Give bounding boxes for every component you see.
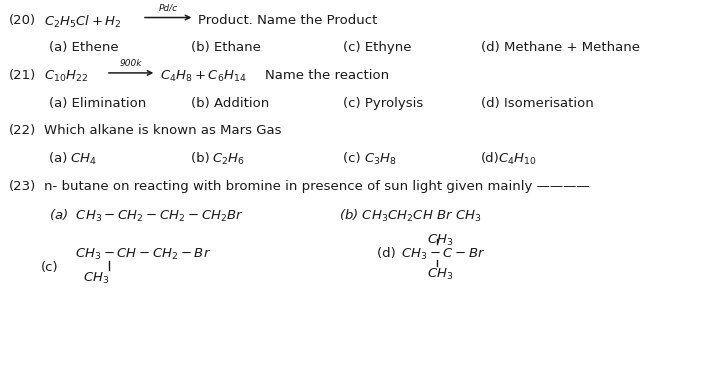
Text: (c): (c) <box>41 261 59 274</box>
Text: Which alkane is known as Mars Gas: Which alkane is known as Mars Gas <box>44 124 281 137</box>
Text: $C_4H_{10}$: $C_4H_{10}$ <box>498 152 537 167</box>
Text: Product. Name the Product: Product. Name the Product <box>198 14 378 27</box>
Text: (a) Elimination: (a) Elimination <box>49 97 146 110</box>
Text: Name the reaction: Name the reaction <box>266 69 390 82</box>
Text: $C_4H_8 + C_6H_{14}$: $C_4H_8 + C_6H_{14}$ <box>160 69 247 84</box>
Text: (d): (d) <box>377 247 399 260</box>
Text: (d) Isomerisation: (d) Isomerisation <box>481 97 594 110</box>
Text: (b) Addition: (b) Addition <box>192 97 269 110</box>
Text: $CH_3$: $CH_3$ <box>427 267 453 282</box>
Text: $CH_3-C-Br$: $CH_3-C-Br$ <box>402 247 486 262</box>
Text: (a) Ethene: (a) Ethene <box>49 41 119 54</box>
Text: (23): (23) <box>9 180 36 193</box>
Text: (d) Methane + Methane: (d) Methane + Methane <box>481 41 640 54</box>
Text: (21): (21) <box>9 69 36 82</box>
Text: 900k: 900k <box>119 59 142 68</box>
Text: (a)  $CH_3-CH_2-CH_2-CH_2Br$: (a) $CH_3-CH_2-CH_2-CH_2Br$ <box>49 207 244 224</box>
Text: Pd/c: Pd/c <box>158 3 177 13</box>
Text: (c) Ethyne: (c) Ethyne <box>344 41 412 54</box>
Text: $C_{10}H_{22}$: $C_{10}H_{22}$ <box>44 69 88 84</box>
Text: (d): (d) <box>481 152 500 165</box>
Text: $C_2H_6$: $C_2H_6$ <box>212 152 245 167</box>
Text: (b) Ethane: (b) Ethane <box>192 41 262 54</box>
Text: $C_3H_8$: $C_3H_8$ <box>364 152 397 167</box>
Text: (22): (22) <box>9 124 36 137</box>
Text: $CH_4$: $CH_4$ <box>70 152 96 167</box>
Text: $CH_3-CH-CH_2-Br$: $CH_3-CH-CH_2-Br$ <box>76 247 211 262</box>
Text: (b): (b) <box>192 152 214 165</box>
Text: n- butane on reacting with bromine in presence of sun light given mainly ————: n- butane on reacting with bromine in pr… <box>44 180 590 193</box>
Text: $CH_3$: $CH_3$ <box>427 233 453 248</box>
Text: (a): (a) <box>49 152 71 165</box>
Text: $C_2H_5Cl + H_2$: $C_2H_5Cl + H_2$ <box>44 14 122 30</box>
Text: (c) Pyrolysis: (c) Pyrolysis <box>344 97 423 110</box>
Text: (20): (20) <box>9 14 36 27</box>
Text: (b) $CH_3CH_2CH\ Br\ CH_3$: (b) $CH_3CH_2CH\ Br\ CH_3$ <box>339 207 481 224</box>
Text: (c): (c) <box>344 152 366 165</box>
Text: $CH_3$: $CH_3$ <box>83 271 110 286</box>
